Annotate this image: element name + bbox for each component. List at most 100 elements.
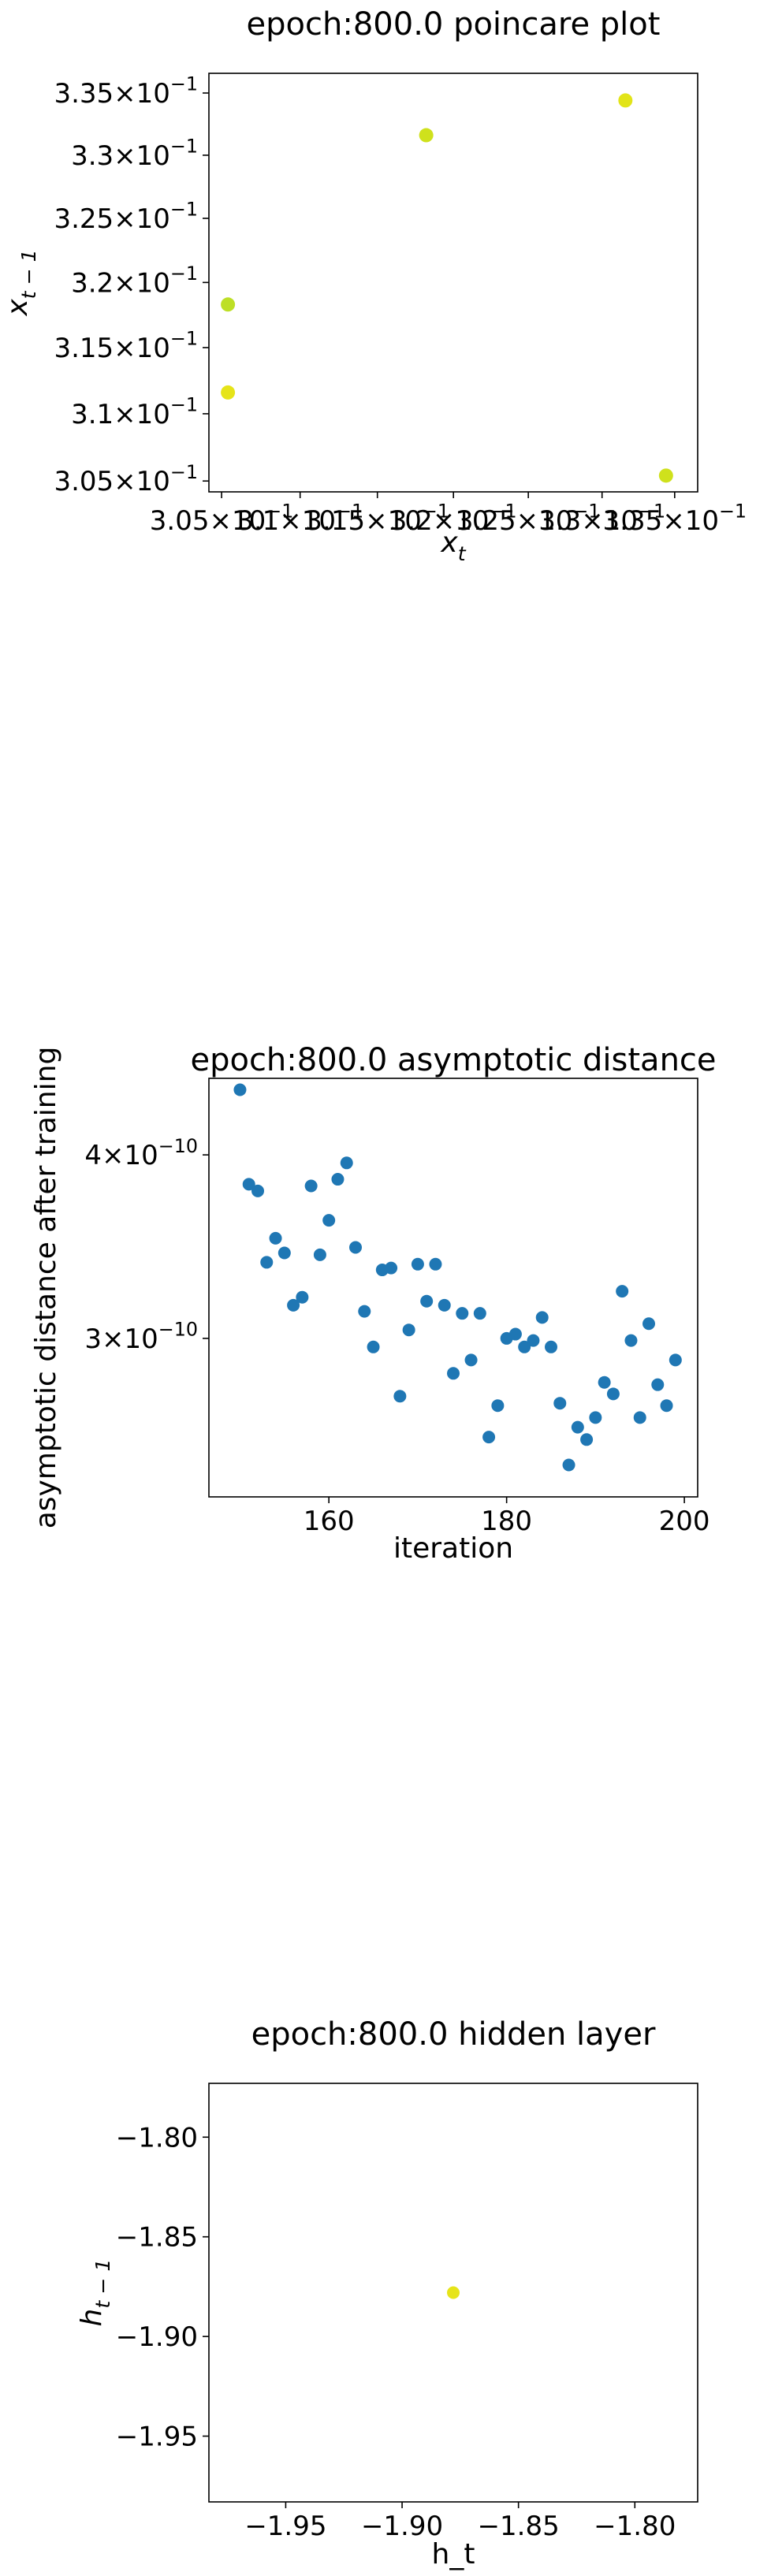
- y-tick-label: 3×10−10: [84, 1319, 198, 1355]
- data-point: [669, 1353, 682, 1367]
- y-tick-label: 3.3×10−1: [71, 136, 198, 172]
- x-tick-exponent: −1: [638, 501, 665, 523]
- y-axis-label-base: h: [76, 2309, 108, 2327]
- y-tick-mantissa: 3.05×10: [54, 466, 169, 497]
- x-tick-label: 3.05×10−1: [150, 501, 294, 537]
- y-tick-mantissa: 3.15×10: [54, 333, 169, 364]
- x-tick-exponent: −1: [490, 501, 517, 523]
- x-tick-mantissa: 3.1×10: [237, 505, 336, 537]
- y-tick-label: 3.1×10−1: [71, 394, 198, 430]
- y-axis-label: ht − 1: [76, 2259, 114, 2327]
- y-axis-label: xt − 1: [2, 249, 40, 316]
- data-point: [518, 1340, 531, 1353]
- x-tick-label: 160: [304, 1506, 355, 1537]
- x-tick-exponent: −1: [422, 501, 449, 523]
- data-point: [651, 1378, 665, 1391]
- data-point: [456, 1307, 469, 1320]
- y-tick-label: 3.25×10−1: [54, 199, 198, 235]
- data-point: [562, 1458, 575, 1472]
- x-axis-label: xt: [440, 527, 466, 565]
- data-point: [658, 468, 673, 483]
- x-tick-exponent: −1: [719, 501, 747, 523]
- plot-frame: [208, 73, 698, 493]
- data-point: [447, 1367, 460, 1380]
- data-point: [296, 1290, 309, 1304]
- y-axis-label-base: x: [2, 299, 34, 317]
- x-axis-label-subscript: t: [458, 542, 467, 565]
- data-point: [508, 1327, 522, 1341]
- y-tick-mantissa: 3.3×10: [71, 140, 170, 172]
- x-tick-mantissa: 3.05×10: [150, 505, 266, 537]
- x-axis-label: h_t: [432, 2538, 475, 2570]
- data-point: [269, 1231, 282, 1245]
- y-tick-exponent: −1: [170, 461, 198, 483]
- x-tick-mantissa: 3.35×10: [603, 505, 719, 537]
- y-tick-mantissa: 4×10: [84, 1140, 158, 1171]
- x-tick-exponent: −1: [266, 501, 293, 523]
- y-tick-exponent: −1: [170, 73, 198, 95]
- data-point: [402, 1323, 415, 1337]
- data-point: [633, 1411, 646, 1424]
- data-point: [545, 1340, 557, 1353]
- data-point: [553, 1397, 567, 1410]
- data-point: [277, 1246, 291, 1260]
- x-tick-label: −1.95: [244, 2511, 326, 2542]
- chart-title: epoch:800.0 hidden layer: [251, 2016, 656, 2053]
- data-point: [221, 385, 236, 400]
- data-point: [420, 1294, 434, 1308]
- poincare-chart: epoch:800.0 poincare plot3.05×10−13.1×10…: [2, 6, 747, 565]
- x-tick-mantissa: 3.15×10: [305, 505, 421, 537]
- x-axis-label-base: x: [440, 527, 458, 559]
- y-tick-exponent: −1: [170, 394, 198, 416]
- x-tick-label: −1.90: [361, 2511, 443, 2542]
- y-tick-mantissa: 3.1×10: [71, 399, 170, 430]
- data-point: [313, 1248, 326, 1261]
- y-axis-label-subscript: t − 1: [17, 249, 40, 299]
- data-point: [331, 1173, 345, 1186]
- data-point: [438, 1298, 451, 1312]
- data-point: [358, 1305, 371, 1318]
- x-tick-mantissa: 3.2×10: [390, 505, 490, 537]
- data-point: [429, 1257, 442, 1271]
- x-tick-mantissa: 3.3×10: [538, 505, 638, 537]
- data-point: [624, 1334, 638, 1347]
- y-tick-mantissa: 3.25×10: [54, 203, 169, 235]
- data-point: [221, 297, 236, 312]
- y-tick-exponent: −10: [158, 1319, 198, 1341]
- data-point: [251, 1184, 264, 1197]
- x-tick-label: −1.80: [594, 2511, 676, 2542]
- data-point: [242, 1178, 255, 1191]
- x-tick-label: 3.3×10−1: [538, 501, 665, 537]
- plot-frame: [208, 2083, 698, 2503]
- x-tick-label: 3.15×10−1: [305, 501, 449, 537]
- data-point: [322, 1214, 336, 1227]
- y-axis-label-subscript: t − 1: [91, 2259, 114, 2309]
- y-tick-exponent: −1: [170, 328, 198, 350]
- x-tick-label: 180: [481, 1506, 532, 1537]
- x-tick-label: 3.1×10−1: [237, 501, 363, 537]
- x-tick-label: 3.2×10−1: [390, 501, 517, 537]
- x-tick-label: 200: [659, 1506, 710, 1537]
- data-point: [580, 1433, 594, 1446]
- data-point: [606, 1387, 620, 1401]
- y-tick-mantissa: 3×10: [84, 1323, 158, 1355]
- y-tick-label: 3.05×10−1: [54, 461, 198, 497]
- y-tick-mantissa: 3.2×10: [71, 267, 170, 299]
- asymptotic-distance-chart: epoch:800.0 asymptotic distance 160 180 200…: [30, 1042, 717, 1565]
- x-tick-label: 3.35×10−1: [603, 501, 747, 537]
- x-tick-exponent: −1: [572, 501, 600, 523]
- data-point: [233, 1083, 247, 1096]
- data-point: [482, 1431, 496, 1444]
- y-tick-mantissa: 3.35×10: [54, 78, 169, 110]
- data-point: [642, 1317, 655, 1331]
- y-axis-label: asymptotic distance after training: [30, 1047, 62, 1529]
- data-point: [589, 1411, 602, 1424]
- data-point: [349, 1241, 362, 1254]
- x-axis-label: iteration: [393, 1532, 513, 1565]
- chart-title: epoch:800.0 poincare plot: [247, 6, 661, 43]
- y-tick-label: −1.95: [116, 2422, 198, 2453]
- data-point: [464, 1353, 478, 1367]
- y-tick-label: 4×10−10: [84, 1135, 198, 1171]
- data-point: [260, 1256, 274, 1269]
